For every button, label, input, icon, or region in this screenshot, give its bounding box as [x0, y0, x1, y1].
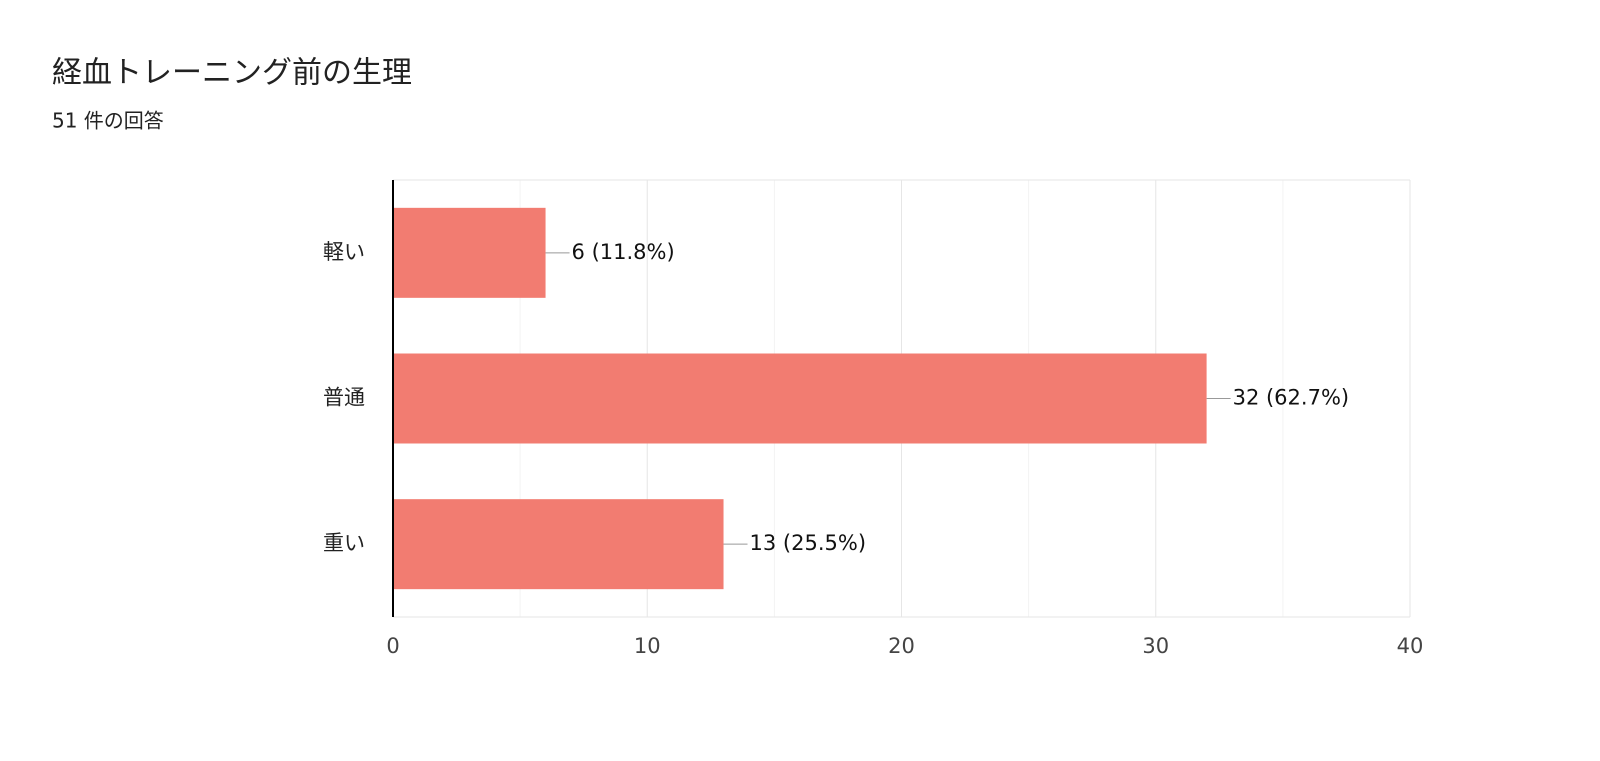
bar: [393, 353, 1207, 444]
y-tick-label: 軽い: [323, 240, 365, 264]
y-tick-label: 普通: [323, 386, 365, 410]
x-tick-label: 30: [1142, 634, 1169, 658]
x-tick-label: 20: [888, 634, 915, 658]
value-label: 6 (11.8%): [572, 240, 675, 264]
x-tick-label: 0: [386, 634, 399, 658]
value-label: 13 (25.5%): [750, 531, 867, 555]
x-tick-label: 40: [1397, 634, 1424, 658]
y-tick-label: 重い: [323, 531, 365, 555]
bar: [393, 499, 724, 590]
value-label: 32 (62.7%): [1233, 386, 1350, 410]
chart-subtitle: 51 件の回答: [52, 109, 164, 133]
bar: [393, 207, 546, 298]
chart-title: 経血トレーニング前の生理: [52, 56, 412, 91]
x-tick-label: 10: [634, 634, 661, 658]
